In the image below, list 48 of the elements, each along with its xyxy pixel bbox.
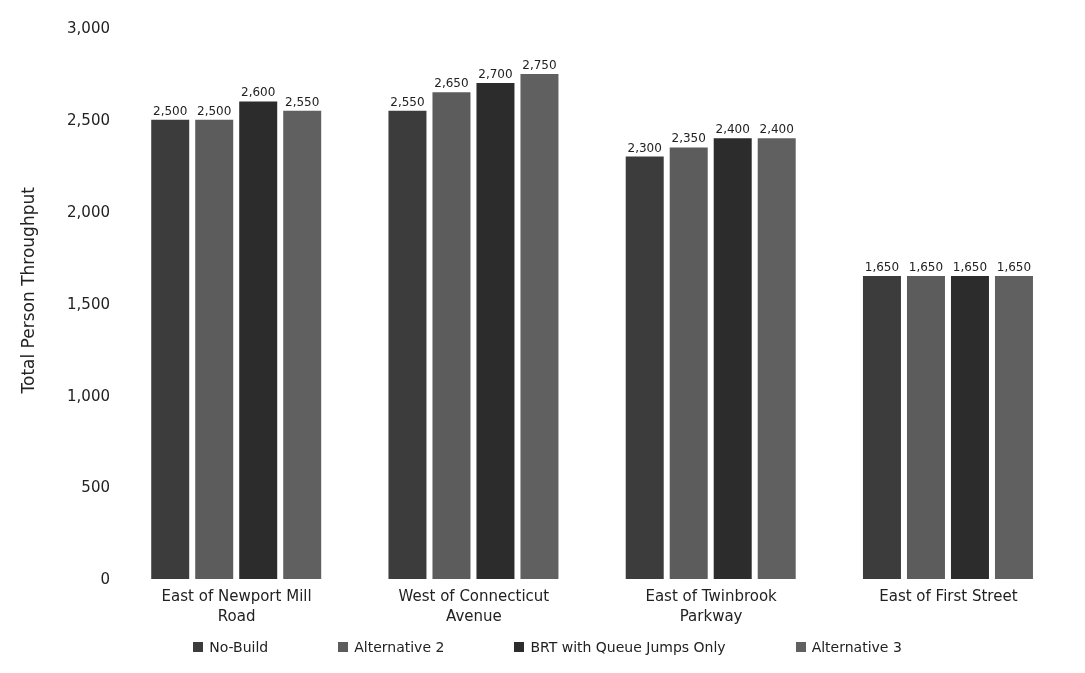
y-tick-label: 0 xyxy=(100,570,110,589)
bar xyxy=(906,275,945,579)
data-label: 1,650 xyxy=(952,259,988,274)
y-tick-label: 3,000 xyxy=(67,19,110,38)
x-tick-label: East of Newport Mill Road xyxy=(161,587,312,625)
data-label: 2,550 xyxy=(285,94,320,109)
y-tick-label: 1,500 xyxy=(67,294,110,313)
bar xyxy=(950,275,989,579)
legend-label: Alternative 3 xyxy=(810,639,902,655)
data-label: 2,400 xyxy=(759,122,794,137)
y-tick-label: 2,000 xyxy=(67,202,110,221)
bar xyxy=(239,101,278,579)
legend-label: BRT with Queue Jumps Only xyxy=(529,639,726,655)
y-tick-label: 1,000 xyxy=(67,386,110,405)
data-label: 2,500 xyxy=(153,103,188,118)
bar xyxy=(669,147,708,579)
x-tick-label: West of Connecticut Avenue xyxy=(398,587,550,625)
x-tick-label: East of Twinbrook Parkway xyxy=(645,587,778,625)
y-tick-label: 2,500 xyxy=(67,111,110,130)
y-axis-title: Total Person Throughput xyxy=(18,186,39,395)
data-label: 2,600 xyxy=(241,85,276,100)
data-label: 2,700 xyxy=(478,67,513,82)
data-label: 1,650 xyxy=(864,259,900,274)
data-label: 2,400 xyxy=(715,122,750,137)
bar xyxy=(520,73,559,579)
legend-label: No-Build xyxy=(208,639,269,655)
y-tick-label: 500 xyxy=(81,478,110,497)
data-label: 2,750 xyxy=(522,57,557,72)
bar xyxy=(283,110,322,579)
legend-label: Alternative 2 xyxy=(353,639,445,655)
bar xyxy=(994,275,1033,579)
bar xyxy=(862,275,901,579)
bar xyxy=(757,138,796,579)
bar xyxy=(432,92,471,579)
data-label: 2,300 xyxy=(627,140,662,155)
x-tick-label: East of First Street xyxy=(879,587,1018,605)
data-label: 2,500 xyxy=(197,103,232,118)
bar xyxy=(151,119,190,579)
data-label: 2,550 xyxy=(390,94,425,109)
bar xyxy=(625,156,664,579)
bar xyxy=(713,138,752,579)
bar xyxy=(476,83,515,579)
bar xyxy=(388,110,427,579)
data-label: 1,650 xyxy=(908,259,944,274)
data-label: 1,650 xyxy=(996,259,1032,274)
data-label: 2,650 xyxy=(434,76,469,91)
bar xyxy=(195,119,234,579)
data-label: 2,350 xyxy=(671,131,706,146)
